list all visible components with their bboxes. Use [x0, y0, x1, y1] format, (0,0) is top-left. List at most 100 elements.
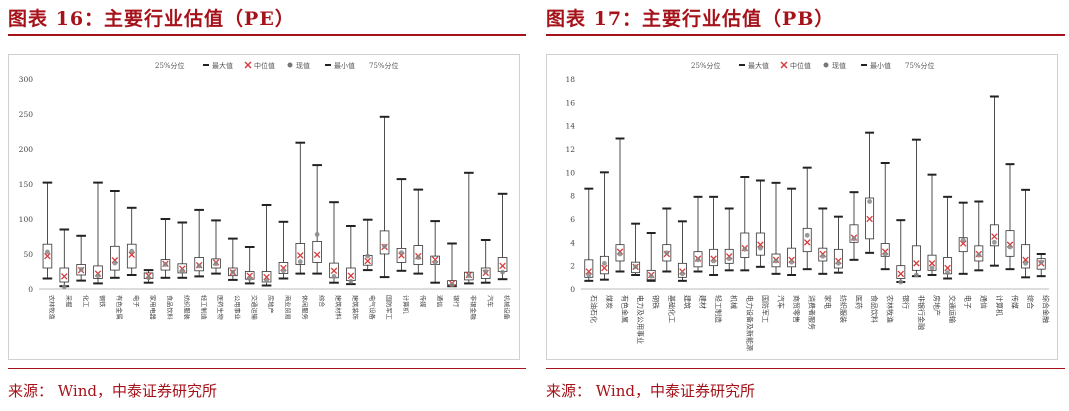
- median-marker: [897, 270, 905, 278]
- current-value-dot: [348, 278, 354, 284]
- box-25: [958, 201, 968, 275]
- box-15: [278, 220, 289, 280]
- box-29: [1021, 188, 1031, 279]
- pb-chart-title: 图表 17：主要行业估值（PB）: [546, 8, 835, 30]
- current-value-dot: [331, 274, 337, 279]
- iqr-box: [1005, 230, 1015, 257]
- current-value-dot: [820, 253, 826, 259]
- category-label: 电气设备: [368, 295, 376, 321]
- box-9: [177, 221, 188, 279]
- category-label: 休闲服务: [300, 295, 308, 320]
- category-label: 纺织服装: [182, 295, 190, 320]
- current-value-dot: [648, 273, 654, 279]
- box-12: [755, 179, 765, 268]
- median-marker: [128, 251, 135, 258]
- current-value-dot: [960, 237, 966, 243]
- box-22: [911, 138, 921, 278]
- iqr-box: [295, 243, 306, 265]
- legend-label: 75%分位: [905, 61, 935, 70]
- category-label: 银行: [452, 295, 460, 307]
- current-value-dot: [680, 271, 685, 277]
- y-tick-label: 250: [19, 110, 34, 119]
- current-value-dot: [399, 250, 404, 256]
- category-label: 基础化工: [667, 295, 676, 323]
- pb-boxplot-chart: 25%分位 最大值 中位值 现值 最小值 75%分位 0 2 4 6 8 10 12 14 16 18 石油石化…: [565, 61, 1050, 351]
- legend-item: 最大值: [739, 61, 769, 70]
- y-tick-label: 4: [570, 238, 575, 247]
- box-5: [646, 232, 656, 282]
- current-value-dot: [851, 236, 857, 242]
- current-value-dot: [758, 245, 763, 251]
- current-value-dot: [61, 284, 67, 290]
- current-value-dot: [664, 250, 670, 256]
- legend-label: 25%分位: [691, 61, 721, 70]
- box-7: [677, 220, 687, 282]
- y-tick-label: 6: [570, 215, 575, 224]
- category-label: 轻工制造: [199, 295, 207, 320]
- current-value-dot: [297, 259, 303, 265]
- y-tick-label: 10: [565, 168, 575, 177]
- current-value-dot: [247, 276, 253, 281]
- box-25: [447, 242, 457, 288]
- category-label: 石油石化: [589, 295, 598, 323]
- category-label: 家用电器: [149, 295, 157, 321]
- iqr-box: [849, 224, 859, 243]
- category-label: 农林牧渔: [48, 295, 56, 320]
- current-value-dot: [78, 267, 84, 272]
- current-value-dot: [726, 256, 732, 262]
- current-value-dot: [500, 269, 505, 275]
- legend-marker-dot: [287, 62, 293, 68]
- y-tick-label: 12: [565, 145, 575, 154]
- box-30: [1036, 253, 1046, 278]
- legend-item: 25%分位: [155, 61, 185, 70]
- legend-label: 最大值: [748, 61, 769, 70]
- median-marker: [44, 252, 51, 260]
- legend-item: 75%分位: [905, 61, 935, 70]
- box-15: [802, 166, 812, 271]
- chart-legend: 25%分位 最大值 中位值 现值 最小值 75%分位: [691, 61, 935, 70]
- current-value-dot: [836, 260, 841, 266]
- current-value-dot: [129, 248, 135, 254]
- box-8: [160, 218, 171, 279]
- current-value-dot: [230, 269, 236, 275]
- legend-item: 现值: [823, 61, 846, 70]
- legend-label: 最大值: [212, 61, 233, 70]
- box-3: [76, 234, 86, 282]
- y-tick-label: 18: [565, 75, 575, 84]
- iqr-box: [787, 247, 797, 268]
- median-marker: [991, 233, 998, 240]
- current-value-dot: [264, 278, 269, 283]
- legend-label: 最小值: [334, 61, 355, 70]
- current-value-dot: [1023, 260, 1028, 266]
- box-23: [413, 188, 424, 275]
- iqr-box: [709, 248, 719, 267]
- pe-boxplot-chart: 25%分位 最大值 中位值 现值 最小值 75%分位 0 50 100 150 200 250 300 农…: [19, 61, 511, 321]
- iqr-box: [497, 257, 508, 272]
- box-13: [244, 246, 255, 285]
- current-value-dot: [382, 243, 387, 249]
- legend-label: 现值: [832, 61, 846, 70]
- current-value-dot: [602, 260, 607, 266]
- iqr-box: [413, 245, 424, 265]
- current-value-dot: [449, 282, 455, 288]
- legend-label: 中位值: [254, 61, 275, 70]
- box-20: [362, 218, 373, 272]
- pe-panel: 图表 16：主要行业估值（PE） 25%分位 最大值 中位值 现值 最小值 75%分位 0 5…: [0, 0, 530, 411]
- current-value-dot: [976, 252, 982, 258]
- box-2: [599, 171, 609, 281]
- current-value-dot: [45, 249, 50, 255]
- legend-label: 25%分位: [155, 61, 185, 70]
- box-8: [693, 195, 703, 273]
- legend-item: 中位值: [244, 61, 275, 70]
- iqr-box: [896, 265, 906, 279]
- median-marker: [347, 272, 355, 279]
- y-tick-label: 0: [570, 285, 575, 294]
- box-5: [110, 190, 120, 279]
- category-label: 非银行金融: [917, 295, 926, 330]
- current-value-dot: [483, 269, 489, 274]
- median-marker: [263, 273, 270, 281]
- category-label: 计算机: [995, 295, 1004, 316]
- box-7: [143, 269, 154, 284]
- box-9: [709, 195, 719, 276]
- pb-panel: 图表 17：主要行业估值（PB） 25%分位 最大值 中位值 现值 最小值 75%分位 0 2…: [538, 0, 1069, 411]
